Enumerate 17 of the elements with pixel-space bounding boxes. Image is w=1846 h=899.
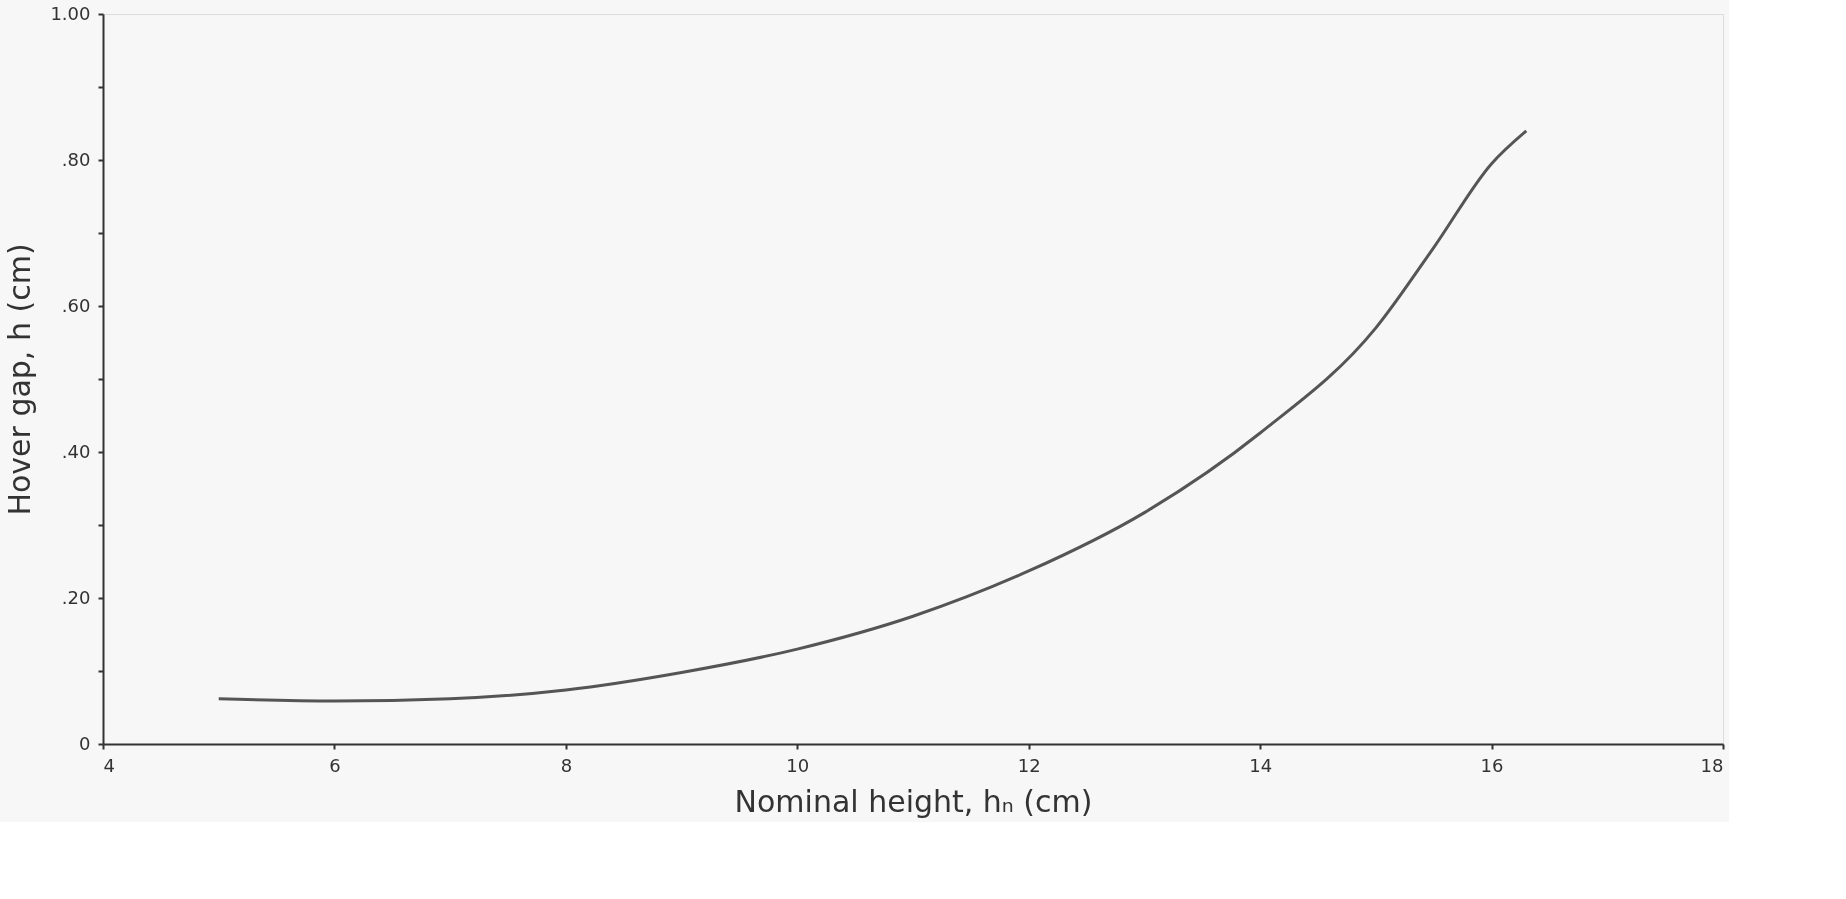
x-tick-label: 16 bbox=[1480, 754, 1504, 776]
x-tick-label: 18 bbox=[1700, 754, 1724, 776]
y-tick-label: .40 bbox=[61, 440, 91, 462]
y-tick-label: .80 bbox=[61, 148, 91, 170]
x-tick-label: 4 bbox=[103, 754, 115, 776]
y-tick-label: 1.00 bbox=[50, 2, 91, 24]
x-tick-label: 10 bbox=[786, 754, 810, 776]
x-tick-label: 14 bbox=[1249, 754, 1273, 776]
y-tick-label: .60 bbox=[61, 294, 91, 316]
line-series bbox=[217, 129, 1528, 703]
y-tick-label: .20 bbox=[61, 586, 91, 608]
x-tick-label: 12 bbox=[1017, 754, 1041, 776]
x-tick-label: 6 bbox=[329, 754, 341, 776]
y-tick-label: 0 bbox=[79, 732, 91, 754]
y-axis-title: Hover gap, h (cm) bbox=[2, 243, 38, 516]
x-tick-label: 8 bbox=[560, 754, 573, 776]
x-axis-title: Nominal height, hₙ (cm) bbox=[734, 783, 1093, 819]
